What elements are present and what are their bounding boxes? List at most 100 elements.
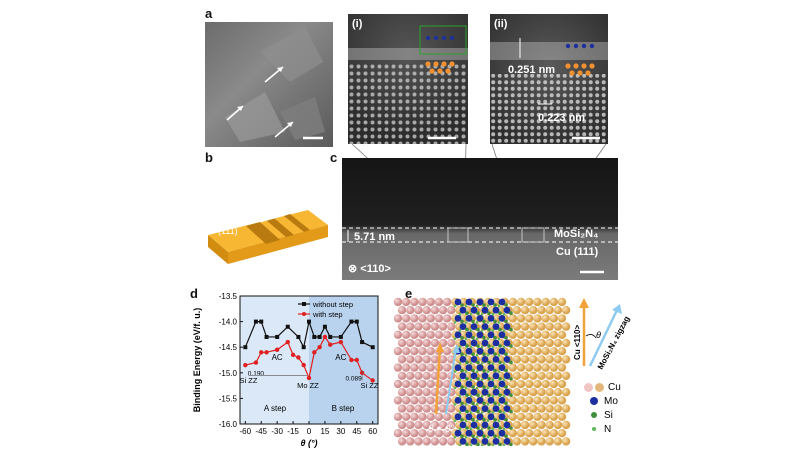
mo-atom — [498, 364, 506, 371]
si-atom — [471, 385, 475, 389]
annotation-region-b: B step — [332, 404, 355, 413]
n-atom — [453, 419, 457, 423]
mo-atom — [476, 397, 484, 404]
cu-atom — [533, 363, 542, 372]
data-point — [306, 375, 312, 381]
cu-atom — [443, 297, 452, 307]
si-atom — [476, 442, 480, 446]
cu-atom — [402, 314, 411, 323]
cu-atom — [516, 429, 526, 438]
si-atom — [471, 368, 475, 373]
cu-atom — [414, 420, 423, 430]
cu-atom — [537, 355, 546, 364]
cu-atom — [508, 363, 517, 372]
legend-item: Si — [584, 408, 621, 422]
cu-atom — [512, 420, 522, 430]
cu-atom — [422, 388, 431, 397]
cu-atom — [402, 297, 411, 307]
mo-atom — [498, 429, 506, 437]
x-axis-label: θ (°) — [300, 438, 317, 448]
mo-atom — [454, 315, 462, 322]
cu-atom — [561, 420, 571, 430]
si-atom — [482, 319, 486, 324]
cu-atom — [520, 306, 530, 315]
si-atom — [465, 426, 469, 430]
cu-atom — [434, 314, 444, 323]
data-point — [338, 339, 344, 345]
n-atom — [486, 304, 490, 308]
y-tick-label: -14.0 — [219, 318, 238, 327]
cu-atom — [443, 412, 452, 421]
si-atom — [482, 401, 486, 406]
cu-atom — [397, 420, 407, 430]
si-atom — [460, 319, 464, 324]
cu-atom — [553, 420, 563, 430]
cu-atom — [393, 330, 403, 339]
n-atom — [458, 345, 462, 349]
cu-atom — [430, 355, 440, 364]
cu-atom — [529, 306, 538, 315]
theta-label: θ — [596, 330, 601, 340]
mo-atom — [487, 380, 495, 388]
mo-atom — [465, 429, 473, 437]
cu-atom — [525, 396, 534, 405]
si-atom — [493, 336, 497, 340]
data-point — [349, 357, 354, 363]
mo-atom — [492, 421, 500, 429]
mo-atom — [459, 405, 467, 412]
cu-atom — [512, 355, 522, 364]
cu-atom — [553, 322, 563, 331]
cu-atom — [402, 429, 411, 438]
cu-atom — [553, 388, 563, 397]
cu-atom — [529, 355, 538, 364]
n-atom — [491, 427, 495, 431]
axis-guide-e: θ Cu <110> MoSi₂N₄ zigzag — [573, 298, 631, 371]
cu-atom — [422, 322, 431, 331]
data-point — [301, 362, 306, 368]
cu-atom — [512, 404, 522, 413]
cu-atom — [422, 404, 431, 413]
panel-label-d: d — [190, 286, 198, 301]
x-tick-label: 15 — [320, 427, 329, 436]
n-atom — [480, 394, 484, 398]
n-atom — [475, 419, 479, 423]
n-atom — [502, 411, 506, 414]
n-atom — [497, 419, 501, 423]
face-label: (111) — [218, 226, 238, 236]
cu-atom — [561, 306, 571, 315]
n-atom — [502, 312, 506, 316]
cu-atom — [426, 363, 435, 372]
cu-atom — [430, 437, 440, 446]
mo-atom — [476, 413, 484, 421]
cu-atom — [414, 371, 423, 380]
region-a-shade — [240, 296, 309, 424]
cu-atom — [549, 429, 558, 438]
n-atom — [453, 337, 457, 341]
n-atom — [469, 312, 473, 316]
cu-atom — [406, 404, 415, 413]
cu-atom-icon — [584, 382, 593, 392]
mo-atom — [465, 315, 473, 322]
stem-c-overlay — [342, 227, 618, 274]
cu-atom — [402, 363, 411, 372]
cu-atom — [541, 412, 550, 421]
y-tick-label: -15.0 — [219, 369, 238, 378]
data-point — [296, 355, 301, 360]
n-atom — [475, 304, 479, 308]
cu-atom — [410, 297, 419, 307]
data-point — [312, 350, 317, 355]
data-point — [296, 334, 301, 339]
mo-atom — [470, 323, 478, 330]
cu-atom — [553, 371, 563, 380]
mo-atom — [498, 347, 506, 355]
si-atom — [509, 442, 513, 446]
x-tick-label: 30 — [336, 427, 345, 436]
mo-atom — [481, 405, 489, 412]
n-atom — [464, 403, 468, 406]
si-atom — [509, 360, 513, 365]
mo-atom — [465, 380, 473, 388]
si-atom — [504, 418, 508, 422]
panel-label-c: c — [330, 150, 338, 165]
cu-atom — [430, 420, 440, 430]
si-atom — [460, 368, 464, 373]
